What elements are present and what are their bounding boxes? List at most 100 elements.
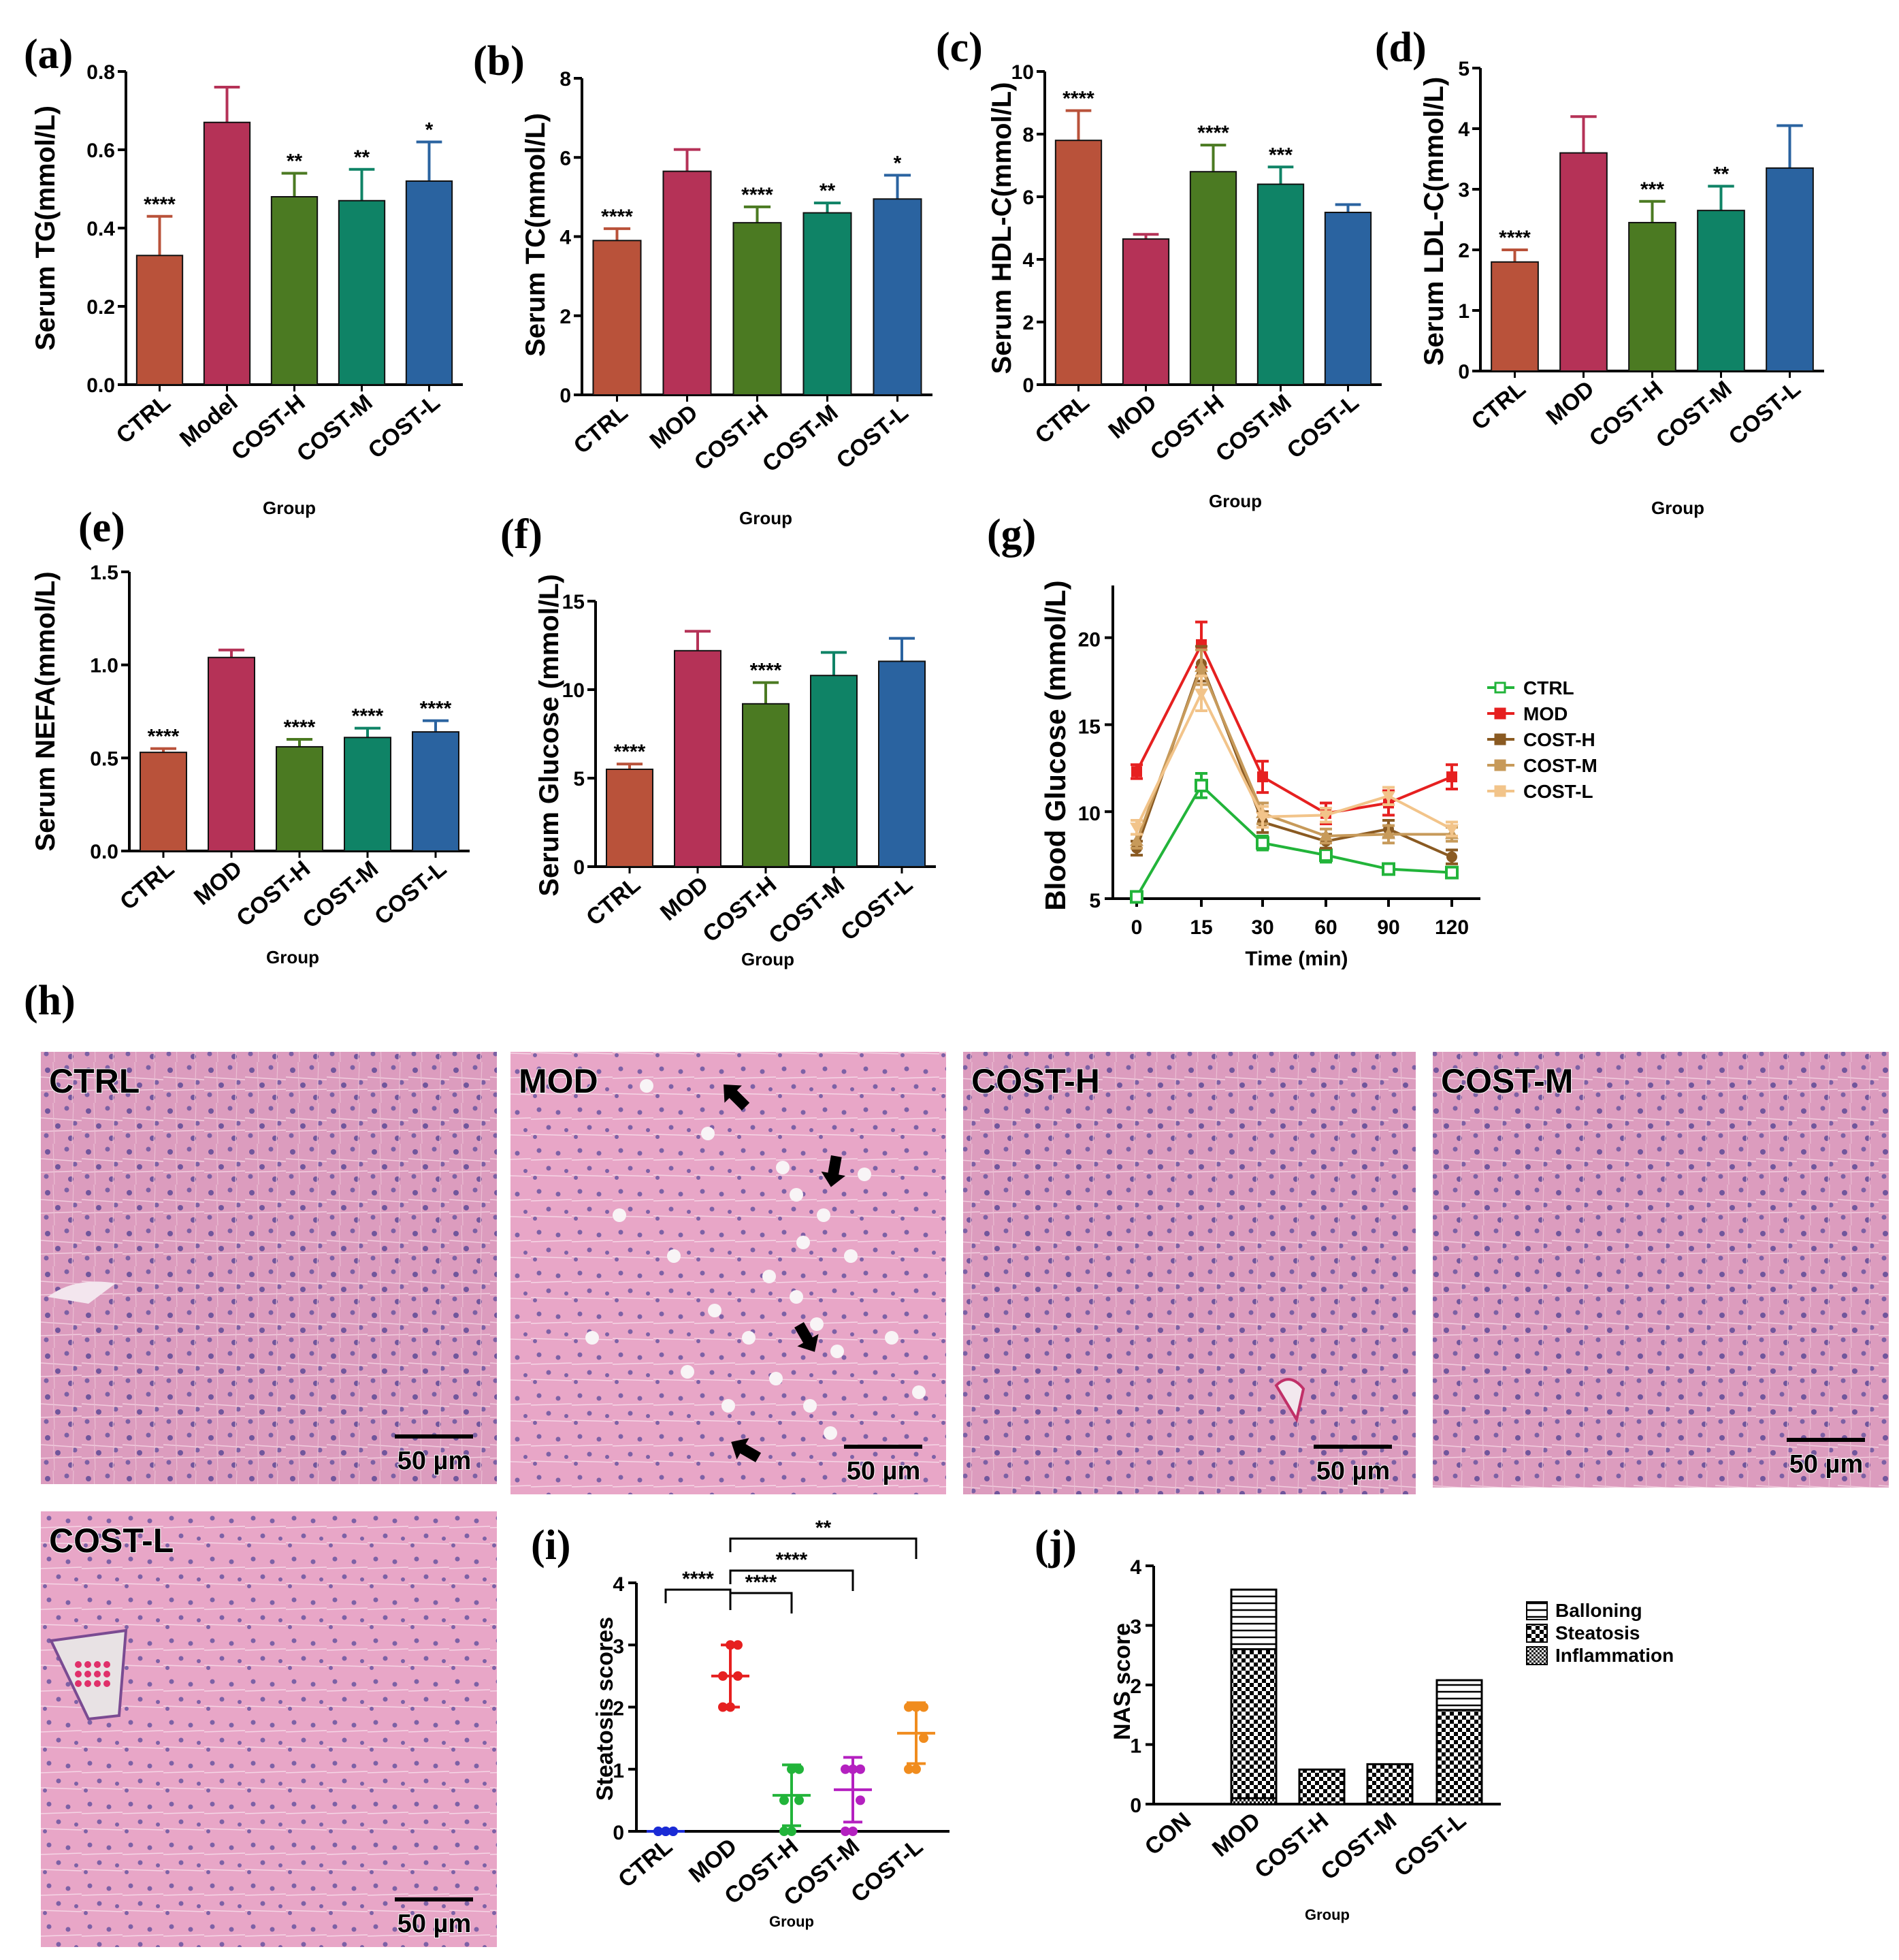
stack-segment-balloning: [1435, 1679, 1483, 1712]
significance-label: ****: [601, 206, 633, 228]
lipid-vacuole: [742, 1331, 756, 1345]
tissue-overlay: [41, 1511, 497, 1947]
lipid-vacuole: [721, 1399, 735, 1413]
histology-label: COST-L: [49, 1522, 174, 1560]
x-tick-label: 0: [1131, 916, 1143, 939]
lipid-vacuole: [858, 1168, 871, 1181]
series-line-mod: [1135, 641, 1452, 815]
significance-label: ****: [776, 1549, 808, 1571]
y-tick-label: 0: [1130, 1795, 1141, 1817]
scale-bar-label: 50 µm: [397, 1910, 472, 1938]
significance-label: ****: [750, 660, 782, 682]
red-blood-cell: [84, 1661, 91, 1668]
bar-cost-h: [270, 196, 319, 385]
data-point: [856, 1795, 865, 1805]
bar-cost-h: [1189, 171, 1237, 385]
panel-label-b: (b): [473, 38, 525, 84]
bar-mod: [662, 170, 712, 396]
lipid-vacuole: [817, 1208, 830, 1222]
tissue-image: [963, 1052, 1416, 1494]
y-tick-label: 2: [1458, 240, 1470, 262]
tissue-overlay: [41, 1052, 497, 1484]
data-point: [718, 1702, 728, 1712]
data-point: [1131, 766, 1142, 777]
y-tick-label: 0.0: [86, 374, 115, 397]
series-line-cost-l: [1135, 690, 1452, 831]
significance-label: ****: [682, 1568, 714, 1590]
data-point: [1130, 822, 1143, 835]
data-point: [856, 1764, 865, 1774]
panel-label-i: (i): [531, 1522, 571, 1569]
x-tick-label: COST-M: [1211, 389, 1297, 467]
panel-label-d: (d): [1375, 25, 1427, 71]
x-tick-label: MOD: [1207, 1808, 1265, 1862]
bar-cost-h: [732, 222, 782, 396]
x-tick-label: CTRL: [1030, 389, 1094, 449]
lipid-vacuole: [912, 1385, 926, 1399]
bar-cost-m: [338, 199, 386, 385]
y-axis-title: Serum LDL-C(mmol/L): [1419, 77, 1449, 366]
x-tick-label: 60: [1314, 916, 1337, 939]
tissue-overlay: [1433, 1052, 1889, 1488]
data-point: [779, 1827, 789, 1836]
data-point: [919, 1702, 928, 1712]
histology-panel-cost-m: COST-M 50 µm: [1433, 1052, 1889, 1488]
significance-label: ****: [144, 193, 176, 216]
y-tick-label: 0.6: [86, 140, 115, 162]
legend-marker: [1494, 681, 1506, 694]
legend-label: COST-M: [1523, 755, 1597, 776]
bar-cost-l: [1766, 167, 1814, 372]
scale-bar-label: 50 µm: [1789, 1450, 1864, 1479]
legend-label: CTRL: [1523, 677, 1574, 698]
significance-label: **: [819, 180, 836, 202]
significance-label: ****: [745, 1571, 777, 1594]
y-axis-title: Blood Glucose (mmol/L): [1039, 580, 1071, 910]
legend-marker: [1494, 707, 1506, 720]
data-point: [1319, 810, 1333, 822]
significance-label: *: [894, 152, 902, 174]
red-blood-cell: [75, 1671, 82, 1677]
y-tick-label: 1: [1130, 1735, 1141, 1758]
scale-bar-label: 50 µm: [1316, 1457, 1391, 1485]
data-point: [787, 1827, 796, 1836]
y-axis-title: Serum Glucose (mmol/L): [534, 574, 564, 896]
data-point: [848, 1827, 858, 1836]
bar-ctrl: [606, 769, 653, 867]
x-tick-label: CTRL: [569, 400, 633, 459]
x-tick-label: COST-H: [689, 400, 773, 476]
lipid-vacuole: [701, 1127, 715, 1140]
x-tick-label: COST-L: [1282, 389, 1364, 464]
y-tick-label: 0.8: [86, 61, 115, 84]
histology-label: COST-M: [1441, 1062, 1573, 1100]
data-point: [1445, 824, 1459, 836]
y-tick-label: 3: [613, 1635, 624, 1658]
x-tick-label: MOD: [655, 871, 713, 926]
x-tick-label: 30: [1251, 916, 1273, 939]
data-point: [911, 1764, 921, 1774]
lipid-vacuole: [844, 1249, 858, 1263]
y-tick-label: 6: [1022, 187, 1034, 209]
panel-label-c: (c): [936, 25, 983, 71]
x-tick-label: CON: [1140, 1808, 1196, 1861]
bar-ctrl: [1491, 261, 1539, 372]
legend-swatch: [1526, 1601, 1548, 1620]
lipid-vacuole: [708, 1304, 721, 1317]
panel-label-j: (j): [1035, 1522, 1077, 1569]
y-tick-label: 2: [1022, 312, 1034, 334]
x-tick-label: COST-H: [1585, 376, 1668, 452]
y-tick-label: 3: [1458, 179, 1470, 202]
bar-mod: [1559, 152, 1608, 372]
chart-b: 0 2 4 6 8 **** CTRL MOD **** COST-H ** COST-M * COST-…: [521, 68, 932, 528]
vessel-lumen: [1274, 1378, 1305, 1424]
data-point: [733, 1640, 743, 1650]
tissue-image: [41, 1511, 497, 1947]
red-blood-cell: [84, 1680, 91, 1687]
legend-marker: [1494, 759, 1506, 771]
x-tick-label: COST-M: [758, 400, 843, 477]
bar-cost-l: [412, 731, 459, 852]
data-point: [733, 1671, 743, 1681]
x-tick-label: COST-M: [292, 389, 378, 467]
x-tick-label: CTRL: [112, 389, 176, 449]
